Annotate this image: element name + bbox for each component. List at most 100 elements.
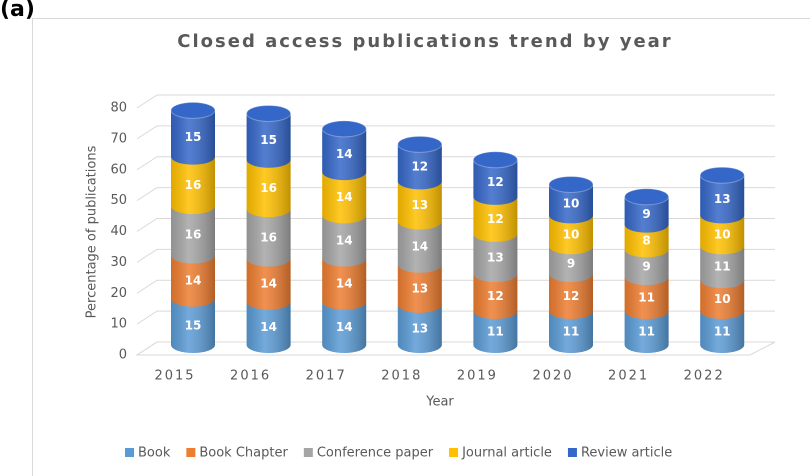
data-label: 10 [563,227,580,241]
shade [397,144,442,190]
cylinder-top [397,135,443,153]
data-label: 12 [487,212,504,226]
data-label: 12 [563,289,580,303]
x-axis-label: Year [425,395,454,410]
shade [397,181,442,230]
shade [322,215,367,267]
y-tick-label: 70 [110,131,127,146]
data-label: 11 [638,291,655,305]
x-tick-label: 2016 [230,369,271,384]
shade [322,301,367,353]
data-label: 14 [336,190,353,204]
data-label: 16 [260,230,277,244]
shade [624,249,669,286]
data-label: 16 [185,178,202,192]
shade [624,311,669,353]
data-label: 11 [638,325,655,339]
panel-label: (a) [0,0,35,22]
data-label: 14 [336,320,353,334]
cylinder-top [472,151,518,169]
data-label: 16 [260,181,277,195]
chart-title: Closed access publications trend by year [177,31,672,52]
legend-swatch [186,448,196,457]
data-label: 13 [411,281,428,295]
cylinder-top [699,166,745,184]
legend-swatch [303,448,313,457]
x-tick-label: 2020 [532,369,573,384]
shade [246,209,291,267]
data-label: 15 [260,133,277,147]
shade [246,258,291,310]
data-label: 14 [260,277,277,291]
shade [322,128,367,181]
shade [473,233,518,282]
shade [700,280,745,320]
shade [246,159,291,218]
shade [624,196,669,233]
shade [171,156,215,215]
shade [700,175,745,224]
grid-line [136,125,775,140]
shade [473,311,518,353]
y-axis-label: Percentage of publications [85,145,100,318]
data-label: 14 [336,233,353,247]
data-label: 13 [411,198,428,212]
shade [171,255,215,307]
x-tick-label: 2017 [306,369,347,384]
data-label: 15 [185,318,202,332]
shade [700,246,745,289]
legend-swatch [125,448,134,457]
shade [322,258,367,310]
data-label: 13 [411,321,428,335]
y-tick-label: 80 [110,101,127,116]
legend-label: Book Chapter [199,446,288,461]
data-label: 13 [487,250,504,264]
data-label: 11 [714,325,731,339]
shade [549,273,593,320]
shade [700,311,745,353]
data-label: 12 [487,175,504,189]
shade [700,215,745,255]
data-label: 9 [567,257,575,271]
y-tick-label: 20 [110,286,127,301]
floor [135,341,776,356]
shade [171,110,215,165]
x-tick-label: 2015 [154,369,195,384]
cylinder-top [246,104,292,122]
shade [473,273,518,320]
x-tick-label: 2022 [684,369,725,384]
data-label: 14 [260,320,277,334]
cylinder-top [170,101,216,119]
x-tick-label: 2018 [381,369,422,384]
legend-swatch [449,448,459,457]
shade [549,184,593,224]
data-label: 15 [185,130,202,144]
grid-line [136,94,775,109]
legend-label: Review article [581,446,672,461]
data-label: 14 [336,147,353,161]
y-tick-label: 50 [110,193,127,208]
data-label: 12 [487,289,504,303]
shade [171,298,215,353]
shade [549,215,593,255]
shade [473,159,518,205]
data-label: 14 [411,240,428,254]
shade [549,246,593,282]
data-label: 12 [411,159,428,173]
shade [549,311,593,353]
shade [322,172,367,224]
data-label: 9 [642,260,650,274]
data-label: 13 [714,192,731,206]
data-label: 10 [563,196,580,210]
grid-line [136,156,775,171]
x-tick-label: 2021 [608,369,649,384]
cylinder-top [548,175,594,193]
legend-swatch [567,448,577,457]
legend-label: Book [138,446,171,461]
data-label: 16 [185,227,202,241]
y-tick-label: 60 [110,162,127,177]
legend-label: Conference paper [317,446,434,461]
data-label: 14 [185,274,202,288]
shade [397,264,442,313]
